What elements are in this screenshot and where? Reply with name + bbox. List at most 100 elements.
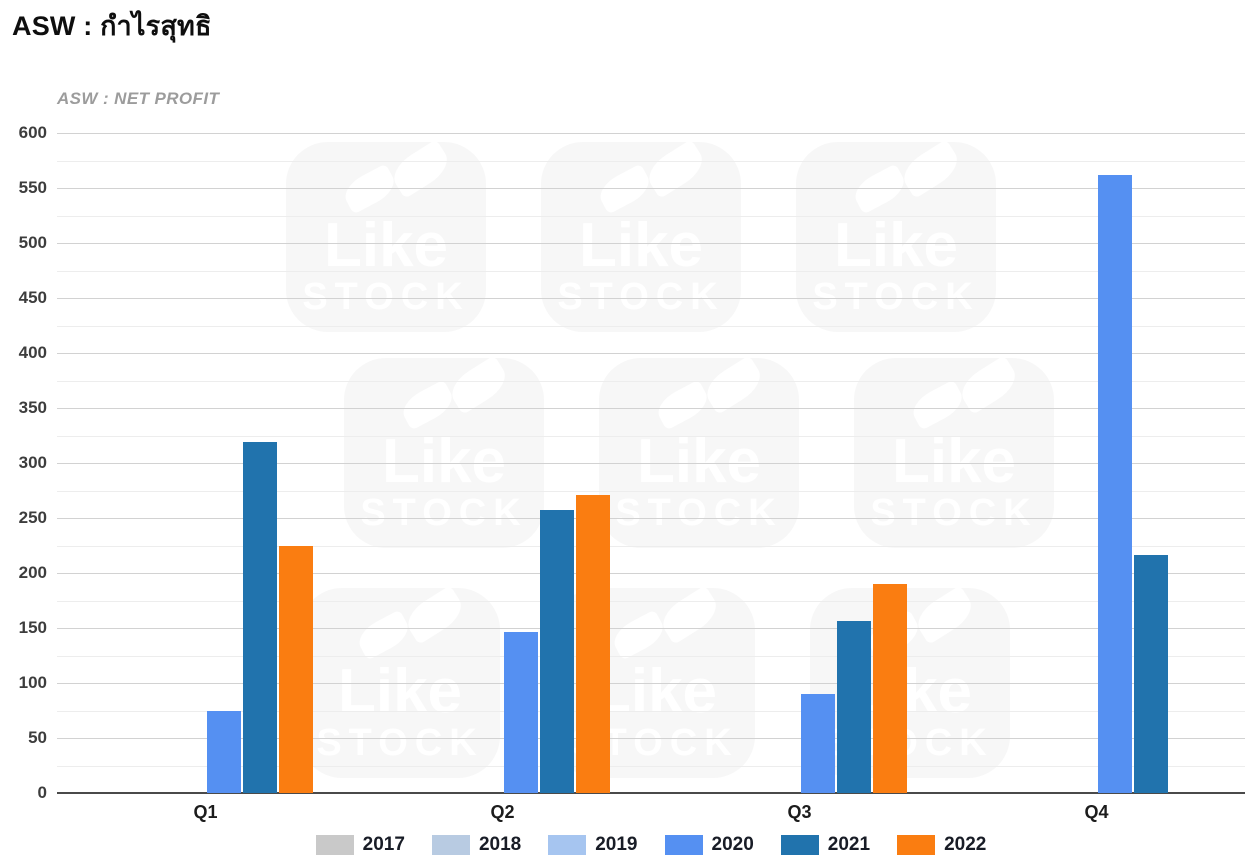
gridline-350 <box>57 408 1245 409</box>
y-axis-label-150: 150 <box>18 618 47 637</box>
gridline-125 <box>57 655 1245 657</box>
gridline-200 <box>57 573 1245 574</box>
legend-swatch-2019 <box>548 835 587 855</box>
legend-label-2018: 2018 <box>478 834 522 855</box>
legend: 2017 2018 2019 2020 2021 2022 <box>57 834 1245 856</box>
watermark-text-like: Like <box>833 211 959 280</box>
bar-2021-q3 <box>836 621 871 793</box>
legend-item-2022: 2022 <box>897 834 986 856</box>
watermark-text-like: Like <box>337 657 463 726</box>
watermark-text-like: Like <box>891 427 1017 496</box>
gridline-600 <box>57 133 1245 134</box>
legend-item-2018: 2018 <box>431 834 522 856</box>
legend-label-2019: 2019 <box>595 834 638 855</box>
gridline-450 <box>57 298 1245 299</box>
watermark-tile: Like STOCK <box>541 139 741 332</box>
gridline-175 <box>57 600 1245 602</box>
x-axis-line <box>57 792 1245 794</box>
y-axis-label-500: 500 <box>18 233 47 252</box>
bar-2020-q4 <box>1097 174 1132 793</box>
legend-item-2020: 2020 <box>664 834 754 856</box>
legend-swatch-2021 <box>780 835 819 855</box>
gridline-375 <box>57 380 1245 382</box>
y-axis-label-250: 250 <box>18 508 47 527</box>
gridline-400 <box>57 353 1245 354</box>
legend-item-2017: 2017 <box>315 834 405 856</box>
y-axis-label-450: 450 <box>18 288 47 307</box>
gridline-50 <box>57 738 1245 739</box>
gridline-525 <box>57 215 1245 217</box>
y-axis-label-300: 300 <box>18 453 47 472</box>
y-axis-label-200: 200 <box>18 563 47 582</box>
legend-label-2020: 2020 <box>711 834 754 855</box>
x-axis-label-q4: Q4 <box>1084 802 1109 822</box>
legend-swatch-2018 <box>431 835 470 855</box>
gridline-225 <box>57 545 1245 547</box>
watermark-text-stock: STOCK <box>316 722 484 764</box>
legend-swatch-2017 <box>315 835 354 855</box>
y-axis-label-0: 0 <box>37 783 47 802</box>
y-axis-label-50: 50 <box>28 728 47 747</box>
gridline-475 <box>57 270 1245 272</box>
gridline-575 <box>57 160 1245 162</box>
watermark-text-stock: STOCK <box>870 492 1038 534</box>
watermark-text-stock: STOCK <box>615 492 783 534</box>
bar-2020-q3 <box>800 694 835 793</box>
y-axis-label-600: 600 <box>18 123 47 142</box>
watermark-text-stock: STOCK <box>360 492 528 534</box>
gridline-100 <box>57 683 1245 684</box>
legend-swatch-2022 <box>897 835 936 855</box>
watermark-text-stock: STOCK <box>557 276 725 318</box>
bar-2022-q1 <box>278 545 313 793</box>
gridline-500 <box>57 243 1245 244</box>
gridline-275 <box>57 490 1245 492</box>
gridline-75 <box>57 710 1245 712</box>
watermark-text-like: Like <box>636 427 762 496</box>
legend-label-2017: 2017 <box>362 834 405 855</box>
gridline-325 <box>57 435 1245 437</box>
legend-item-2019: 2019 <box>548 834 638 856</box>
legend-label-2022: 2022 <box>944 834 987 855</box>
x-axis-label-q2: Q2 <box>490 802 515 822</box>
bar-2020-q1 <box>206 710 241 793</box>
page-title: ASW : กำไรสุทธิ <box>12 11 212 41</box>
watermark-text-like: Like <box>323 211 449 280</box>
bar-2022-q2 <box>575 494 610 793</box>
gridline-250 <box>57 518 1245 519</box>
watermark-tile: Like STOCK <box>854 355 1054 548</box>
bar-2021-q1 <box>242 442 277 793</box>
watermark-text-stock: STOCK <box>302 276 470 318</box>
watermark-text-like: Like <box>381 427 507 496</box>
gridline-300 <box>57 463 1245 464</box>
gridline-550 <box>57 188 1245 189</box>
chart-subtitle: ASW : NET PROFIT <box>57 89 220 108</box>
y-axis-label-550: 550 <box>18 178 47 197</box>
watermark-tile: Like STOCK <box>344 355 544 548</box>
legend-label-2021: 2021 <box>827 834 871 855</box>
x-axis-label-q3: Q3 <box>787 802 812 822</box>
legend-swatch-2020 <box>664 835 703 855</box>
gridline-25 <box>57 765 1245 767</box>
bar-2020-q2 <box>503 632 538 793</box>
y-axis-label-350: 350 <box>18 398 47 417</box>
watermark-tile: Like STOCK <box>599 355 799 548</box>
bar-2021-q4 <box>1133 555 1168 793</box>
gridline-150 <box>57 628 1245 629</box>
bar-2021-q2 <box>539 510 574 793</box>
y-axis-label-100: 100 <box>18 673 47 692</box>
y-axis-label-400: 400 <box>18 343 47 362</box>
bar-2022-q3 <box>872 584 907 793</box>
watermark-text-stock: STOCK <box>812 276 980 318</box>
watermark-tile: Like STOCK <box>796 139 996 332</box>
watermark-text-like: Like <box>578 211 704 280</box>
watermark-text-like: Like <box>592 657 718 726</box>
x-axis-label-q1: Q1 <box>193 802 218 822</box>
watermark-tile: Like STOCK <box>286 139 486 332</box>
legend-item-2021: 2021 <box>780 834 871 856</box>
gridline-425 <box>57 325 1245 327</box>
